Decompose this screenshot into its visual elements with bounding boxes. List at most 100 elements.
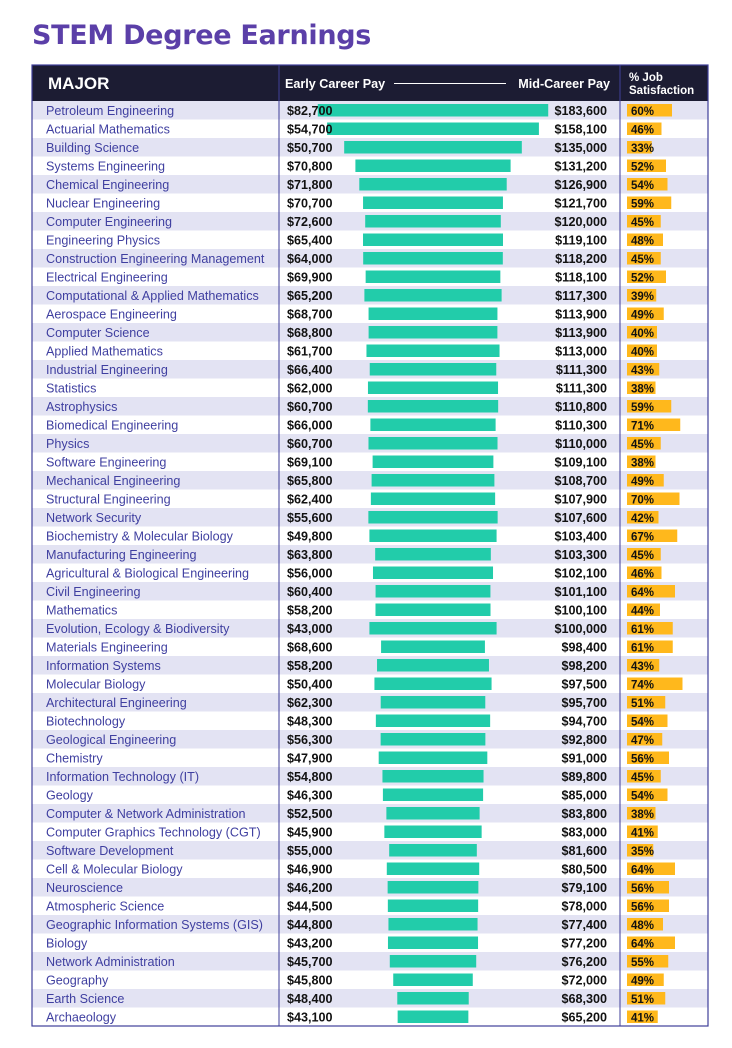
major-label: Geology [46, 789, 94, 803]
early-pay-value: $46,200 [287, 881, 333, 895]
row-background [32, 915, 708, 934]
satisfaction-value: 56% [631, 902, 654, 914]
major-label: Evolution, Ecology & Biodiversity [46, 622, 230, 636]
satisfaction-bar [627, 1010, 658, 1023]
mid-pay-value: $78,000 [561, 900, 607, 914]
satisfaction-bar [627, 788, 668, 801]
major-label: Building Science [46, 141, 139, 155]
satisfaction-bar [627, 344, 657, 357]
satisfaction-value: 44% [631, 606, 654, 618]
early-pay-value: $44,500 [287, 900, 333, 914]
major-label: Construction Engineering Management [46, 252, 265, 266]
major-label: Biochemistry & Molecular Biology [46, 530, 234, 544]
pay-gap-bar [363, 196, 503, 209]
satisfaction-bar [627, 973, 664, 986]
early-pay-value: $58,200 [287, 659, 333, 673]
satisfaction-value: 56% [631, 754, 654, 766]
mid-pay-value: $110,800 [555, 400, 607, 414]
satisfaction-bar [627, 492, 680, 505]
satisfaction-bar [627, 104, 672, 117]
satisfaction-value: 52% [631, 273, 654, 285]
satisfaction-bar [627, 215, 661, 228]
mid-pay-value: $68,300 [561, 992, 607, 1006]
satisfaction-value: 64% [631, 939, 654, 951]
mid-pay-value: $89,800 [561, 770, 607, 784]
major-label: Mathematics [46, 604, 117, 618]
satisfaction-bar [627, 122, 662, 135]
satisfaction-value: 70% [631, 495, 654, 507]
satisfaction-value: 64% [631, 865, 654, 877]
major-label: Software Engineering [46, 456, 166, 470]
mid-pay-value: $72,000 [561, 974, 607, 988]
row-background [32, 656, 708, 675]
early-pay-value: $60,700 [287, 400, 333, 414]
satisfaction-value: 61% [631, 624, 654, 636]
major-label: Petroleum Engineering [46, 104, 174, 118]
satisfaction-value: 38% [631, 384, 654, 396]
satisfaction-bar [627, 474, 664, 487]
satisfaction-value: 46% [631, 125, 654, 137]
pay-gap-bar [372, 455, 494, 468]
mid-pay-value: $158,100 [554, 123, 607, 137]
satisfaction-bar [627, 677, 683, 690]
pay-gap-bar [380, 696, 486, 709]
satisfaction-bar [627, 511, 659, 524]
satisfaction-value: 56% [631, 883, 654, 895]
table-frame [31, 64, 709, 1027]
major-label: Actuarial Mathematics [46, 123, 170, 137]
pay-gap-bar [377, 659, 489, 672]
satisfaction-value: 40% [631, 347, 654, 359]
satisfaction-bar [627, 622, 673, 635]
mid-pay-value: $113,900 [555, 326, 607, 340]
satisfaction-value: 42% [631, 513, 654, 525]
major-label: Aerospace Engineering [46, 308, 177, 322]
satisfaction-value: 64% [631, 587, 654, 599]
pay-gap-bar [382, 770, 484, 783]
row-background [32, 545, 708, 564]
pay-gap-bar [375, 548, 491, 561]
satisfaction-value: 59% [631, 199, 654, 211]
major-label: Biotechnology [46, 715, 126, 729]
major-label: Astrophysics [46, 400, 117, 414]
satisfaction-value: 48% [631, 920, 654, 932]
pay-gap-bar [363, 233, 503, 246]
pay-gap-bar [370, 492, 496, 505]
major-label: Geography [46, 974, 109, 988]
satisfaction-bar [627, 585, 675, 598]
mid-pay-value: $135,000 [554, 141, 607, 155]
major-label: Software Development [46, 844, 174, 858]
satisfaction-bar [627, 400, 672, 413]
satisfaction-value: 48% [631, 236, 654, 248]
satisfaction-value: 61% [631, 643, 654, 655]
mid-pay-value: $110,300 [555, 419, 607, 433]
satisfaction-value: 46% [631, 569, 654, 581]
early-pay-value: $70,700 [287, 197, 333, 211]
pay-gap-bar [374, 677, 492, 690]
satisfaction-value: 45% [631, 550, 654, 562]
mid-pay-value: $100,000 [554, 622, 607, 636]
satisfaction-value: 49% [631, 310, 654, 322]
early-pay-value: $82,700 [287, 104, 333, 118]
satisfaction-bar [627, 326, 657, 339]
early-pay-value: $60,400 [287, 585, 333, 599]
major-label: Civil Engineering [46, 585, 141, 599]
major-label: Information Systems [46, 659, 161, 673]
early-pay-value: $68,600 [287, 641, 333, 655]
row-background [32, 767, 708, 786]
satisfaction-value: 51% [631, 698, 654, 710]
major-label: Electrical Engineering [46, 271, 168, 285]
satisfaction-value: 35% [631, 846, 654, 858]
satisfaction-bar [627, 862, 675, 875]
early-pay-value: $56,000 [287, 567, 333, 581]
major-label: Nuclear Engineering [46, 197, 160, 211]
satisfaction-value: 49% [631, 476, 654, 488]
pay-gap-bar [363, 252, 503, 265]
early-pay-value: $72,600 [287, 215, 333, 229]
mid-pay-value: $76,200 [561, 955, 607, 969]
satisfaction-value: 51% [631, 994, 654, 1006]
pay-gap-bar [355, 159, 511, 172]
row-background [32, 693, 708, 712]
pay-gap-bar [369, 529, 497, 542]
satisfaction-bar [627, 548, 661, 561]
major-label: Architectural Engineering [46, 696, 187, 710]
